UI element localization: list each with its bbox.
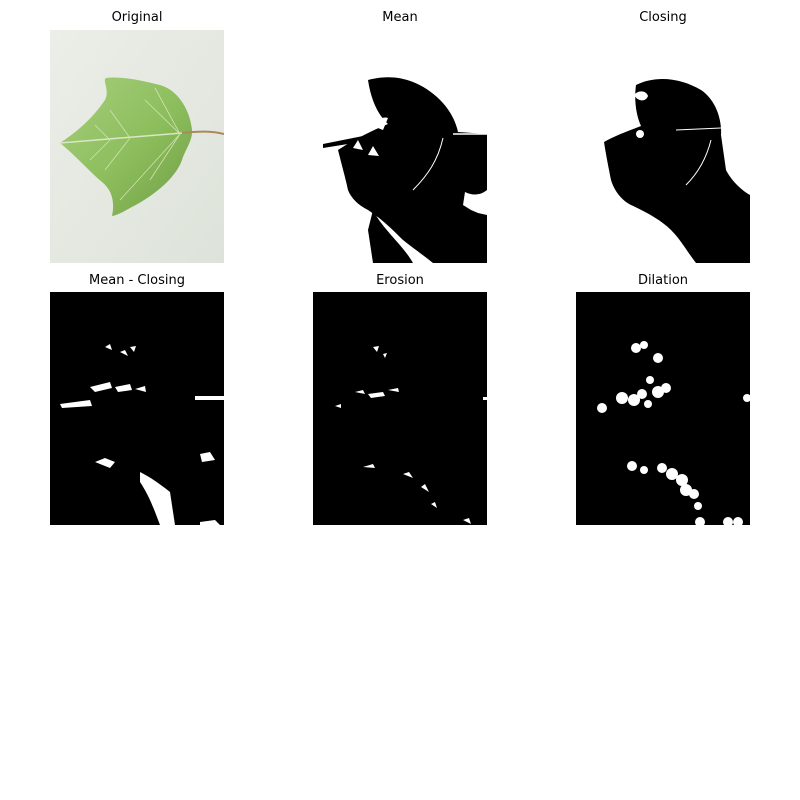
erosion-mask: [313, 292, 487, 525]
panel-title-original: Original: [111, 10, 163, 25]
closing-mask: [576, 30, 750, 263]
mean-minus-closing-mask: [50, 292, 224, 525]
mean-mask-image: [313, 30, 487, 263]
dilation-mask: [576, 292, 750, 525]
panel-title-dilation: Dilation: [637, 273, 689, 288]
mean-minus-closing-mask-image: [50, 292, 224, 525]
erosion-mask-image: [313, 292, 487, 525]
mean-mask: [313, 30, 487, 263]
closing-mask-image: [576, 30, 750, 263]
panel-title-mean: Mean: [382, 10, 418, 25]
panel-title-mean-closing: Mean - Closing: [89, 273, 185, 288]
original-leaf-photo: [50, 30, 224, 263]
dilation-mask-image: [576, 292, 750, 525]
panel-title-erosion: Erosion: [376, 273, 424, 288]
panel-title-closing: Closing: [639, 10, 687, 25]
original-image: [50, 30, 224, 263]
